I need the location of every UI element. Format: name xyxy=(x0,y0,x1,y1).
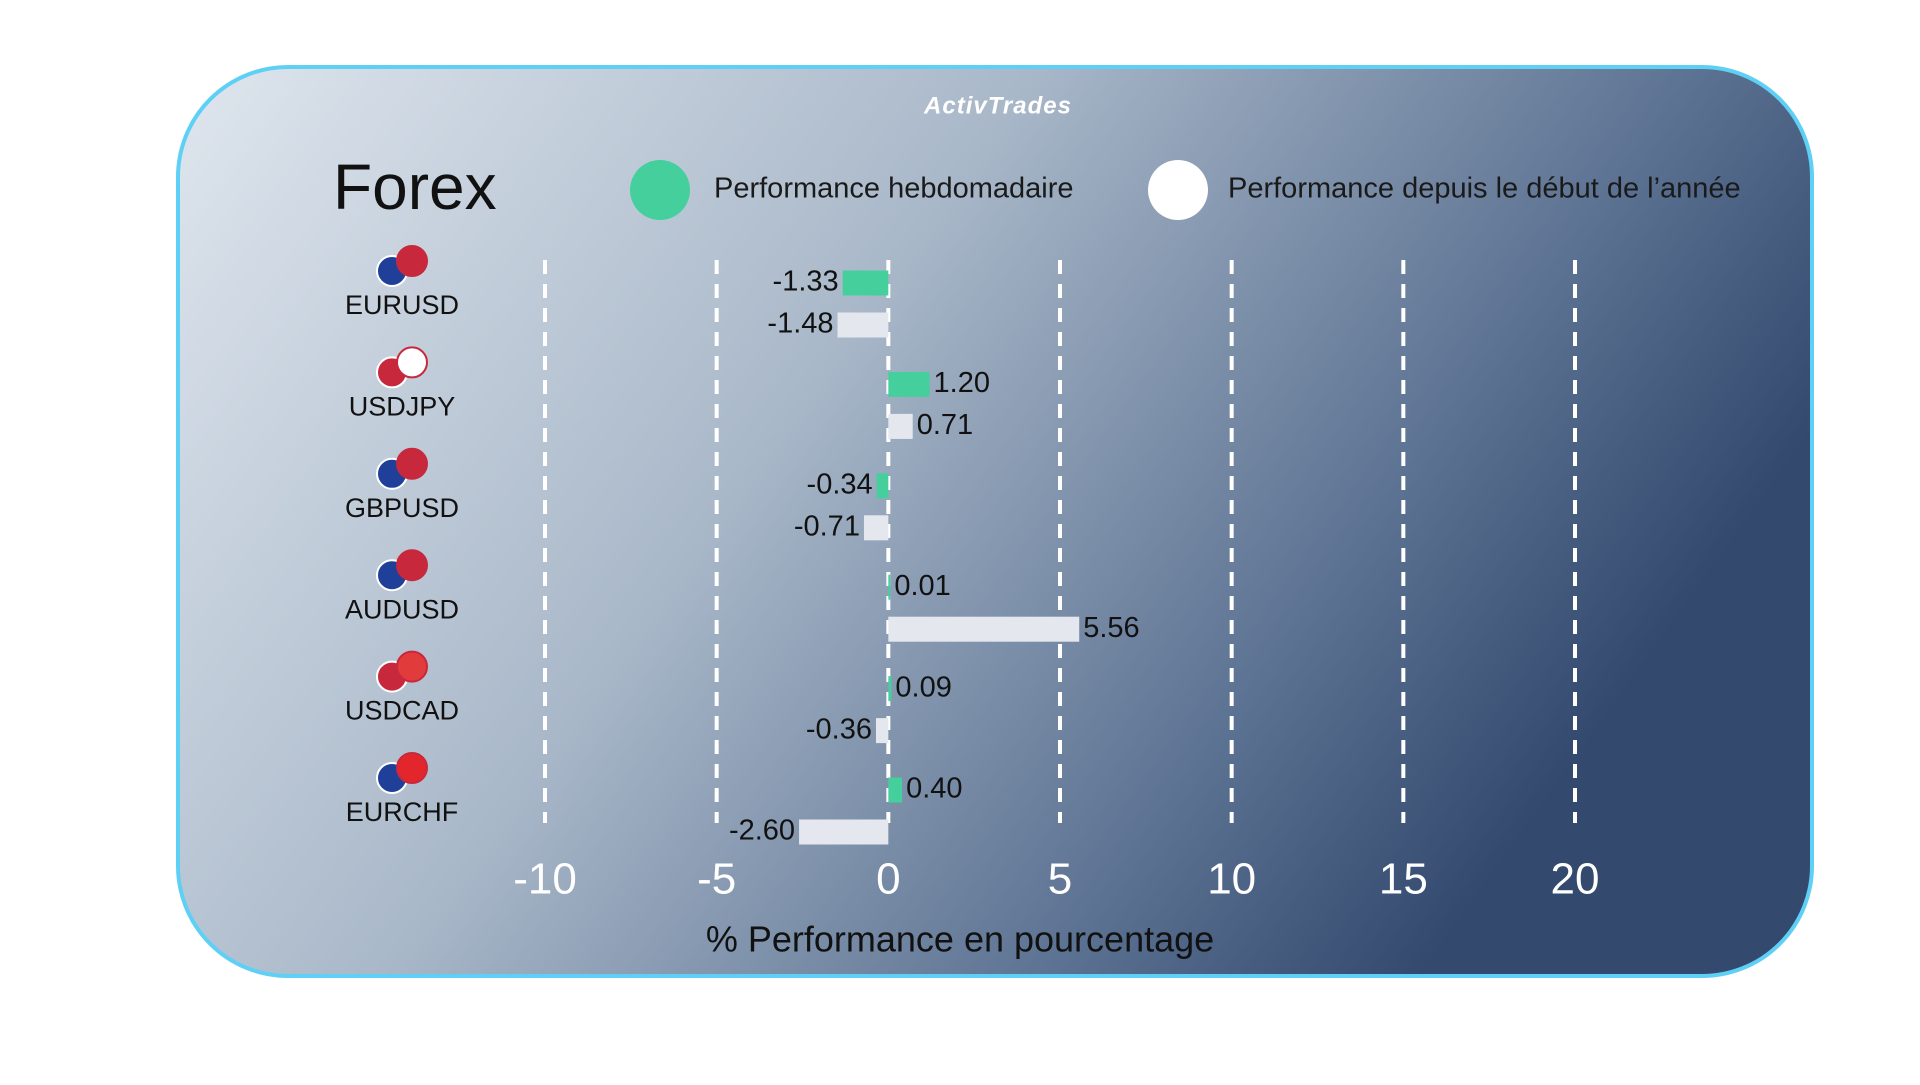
value-label: -2.60 xyxy=(729,815,795,847)
value-label: -0.34 xyxy=(807,468,873,500)
flag-icon xyxy=(396,549,428,582)
brand-logo: ActivTrades xyxy=(923,92,1072,119)
bar xyxy=(876,473,889,499)
x-tick-label: 15 xyxy=(1379,855,1428,904)
bar xyxy=(863,515,889,541)
value-label: -1.33 xyxy=(773,266,839,298)
bar xyxy=(888,574,891,600)
legend-swatch xyxy=(630,160,690,220)
value-label: 0.01 xyxy=(894,570,950,602)
legend-label: Performance hebdomadaire xyxy=(714,173,1073,205)
bar xyxy=(888,371,930,397)
legend-swatch xyxy=(1148,160,1208,220)
category-label: AUDUSD xyxy=(345,594,459,624)
flag-icon xyxy=(396,447,428,480)
value-label: -0.71 xyxy=(794,510,860,542)
x-tick-label: 5 xyxy=(1048,855,1072,904)
category-label: USDJPY xyxy=(349,392,456,422)
category-label: EURCHF xyxy=(346,797,459,827)
category-label: USDCAD xyxy=(345,696,459,726)
value-label: 0.71 xyxy=(917,409,973,441)
bar xyxy=(888,777,903,803)
bar xyxy=(888,616,1080,642)
x-axis-label: % Performance en pourcentage xyxy=(706,919,1214,960)
flag-icon xyxy=(396,650,428,683)
x-tick-label: 0 xyxy=(876,855,900,904)
chart-title: Forex xyxy=(333,151,497,223)
value-label: -0.36 xyxy=(806,713,872,745)
x-tick-label: -5 xyxy=(697,855,736,904)
x-tick-label: -10 xyxy=(513,855,577,904)
bar xyxy=(888,676,892,702)
value-label: 1.20 xyxy=(934,367,990,399)
flag-icon xyxy=(396,752,428,784)
flag-icon xyxy=(396,245,428,277)
bar xyxy=(799,819,889,845)
category-label: EURUSD xyxy=(345,290,459,320)
category-label: GBPUSD xyxy=(345,493,459,523)
flag-icon xyxy=(396,346,428,379)
value-label: 5.56 xyxy=(1083,612,1139,644)
value-label: 0.09 xyxy=(895,671,951,703)
bar xyxy=(842,270,889,296)
value-label: 0.40 xyxy=(906,773,962,805)
bar xyxy=(837,312,889,338)
bar xyxy=(875,718,889,744)
x-tick-label: 10 xyxy=(1207,855,1256,904)
x-tick-label: 20 xyxy=(1551,855,1600,904)
value-label: -1.48 xyxy=(767,308,833,340)
legend-label: Performance depuis le début de l’année xyxy=(1228,173,1741,205)
bar xyxy=(888,413,913,439)
